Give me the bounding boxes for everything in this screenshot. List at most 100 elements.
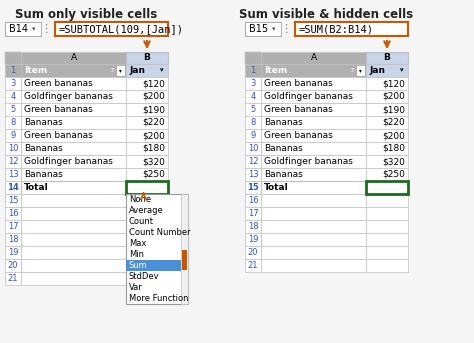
Bar bbox=[245, 181, 261, 194]
Text: Min: Min bbox=[129, 250, 144, 259]
Bar bbox=[261, 220, 366, 233]
Text: $250: $250 bbox=[142, 170, 165, 179]
Text: Bananas: Bananas bbox=[264, 144, 303, 153]
Text: B: B bbox=[383, 54, 391, 62]
Text: B14: B14 bbox=[9, 24, 28, 34]
Text: Green bananas: Green bananas bbox=[24, 105, 93, 114]
Text: $120: $120 bbox=[142, 79, 165, 88]
Bar bbox=[182, 250, 187, 270]
Bar bbox=[5, 207, 21, 220]
Bar bbox=[126, 207, 168, 220]
Text: B15: B15 bbox=[249, 24, 268, 34]
Bar bbox=[245, 233, 261, 246]
Bar bbox=[5, 52, 21, 64]
Bar bbox=[5, 194, 21, 207]
Bar bbox=[21, 168, 126, 181]
Bar bbox=[261, 129, 366, 142]
Bar bbox=[245, 246, 261, 259]
Text: 15: 15 bbox=[247, 183, 259, 192]
Text: Green bananas: Green bananas bbox=[264, 105, 333, 114]
Bar bbox=[126, 116, 168, 129]
Text: ▾: ▾ bbox=[272, 26, 276, 32]
Text: ▾: ▾ bbox=[119, 68, 122, 73]
Bar bbox=[366, 194, 408, 207]
Bar bbox=[5, 64, 21, 77]
Bar bbox=[5, 116, 21, 129]
Bar bbox=[366, 129, 408, 142]
Text: 9: 9 bbox=[10, 131, 16, 140]
Bar bbox=[126, 260, 181, 271]
Bar bbox=[5, 181, 21, 194]
Text: 19: 19 bbox=[248, 235, 258, 244]
Text: $320: $320 bbox=[142, 157, 165, 166]
Text: $1,680: $1,680 bbox=[130, 183, 165, 192]
Text: .T: .T bbox=[109, 68, 115, 73]
Bar bbox=[126, 181, 168, 194]
Text: Green bananas: Green bananas bbox=[24, 131, 93, 140]
Bar bbox=[366, 233, 408, 246]
Text: $200: $200 bbox=[142, 131, 165, 140]
Bar bbox=[5, 129, 21, 142]
Bar bbox=[126, 77, 168, 90]
Bar bbox=[116, 65, 125, 76]
Bar bbox=[261, 194, 366, 207]
Bar bbox=[261, 233, 366, 246]
Text: ▾: ▾ bbox=[400, 68, 404, 73]
Text: Green bananas: Green bananas bbox=[24, 79, 93, 88]
Text: $220: $220 bbox=[382, 118, 405, 127]
Text: $180: $180 bbox=[142, 144, 165, 153]
Text: Bananas: Bananas bbox=[264, 118, 303, 127]
Bar bbox=[245, 77, 261, 90]
Text: ⋮: ⋮ bbox=[40, 24, 52, 34]
Bar bbox=[21, 142, 126, 155]
Text: B: B bbox=[144, 54, 150, 62]
Text: Sum visible & hidden cells: Sum visible & hidden cells bbox=[239, 8, 413, 21]
Bar bbox=[181, 194, 188, 304]
Bar bbox=[366, 207, 408, 220]
Text: Sum only visible cells: Sum only visible cells bbox=[15, 8, 158, 21]
Text: ▾: ▾ bbox=[160, 68, 164, 73]
Text: A: A bbox=[310, 54, 317, 62]
Text: Goldfinger bananas: Goldfinger bananas bbox=[264, 92, 353, 101]
Bar bbox=[366, 116, 408, 129]
Text: Green bananas: Green bananas bbox=[264, 79, 333, 88]
Bar bbox=[21, 246, 126, 259]
Bar bbox=[245, 116, 261, 129]
Text: 8: 8 bbox=[10, 118, 16, 127]
Bar bbox=[245, 90, 261, 103]
Text: ⋮: ⋮ bbox=[281, 24, 292, 34]
Text: Item: Item bbox=[24, 66, 47, 75]
Text: $190: $190 bbox=[142, 105, 165, 114]
Bar bbox=[245, 168, 261, 181]
Bar bbox=[126, 52, 168, 64]
Text: 16: 16 bbox=[8, 209, 18, 218]
Polygon shape bbox=[245, 52, 261, 64]
Bar bbox=[21, 181, 126, 194]
Text: 14: 14 bbox=[7, 183, 19, 192]
Text: $180: $180 bbox=[382, 144, 405, 153]
Text: Count Number: Count Number bbox=[129, 228, 191, 237]
Text: Count: Count bbox=[129, 217, 154, 226]
Bar bbox=[5, 22, 41, 36]
Text: 1: 1 bbox=[10, 66, 16, 75]
Bar bbox=[366, 220, 408, 233]
Bar bbox=[5, 90, 21, 103]
Text: Var: Var bbox=[129, 283, 143, 292]
Bar bbox=[245, 194, 261, 207]
Text: 12: 12 bbox=[8, 157, 18, 166]
Bar bbox=[366, 168, 408, 181]
Bar bbox=[126, 194, 188, 304]
Text: 10: 10 bbox=[8, 144, 18, 153]
Bar bbox=[5, 155, 21, 168]
Bar bbox=[261, 64, 366, 77]
Bar bbox=[5, 246, 21, 259]
Text: Green bananas: Green bananas bbox=[264, 131, 333, 140]
Text: 12: 12 bbox=[248, 157, 258, 166]
Bar bbox=[21, 116, 126, 129]
Bar bbox=[21, 77, 126, 90]
Bar bbox=[366, 52, 408, 64]
Text: $200: $200 bbox=[382, 92, 405, 101]
Text: 10: 10 bbox=[248, 144, 258, 153]
Bar bbox=[245, 129, 261, 142]
Bar bbox=[261, 77, 366, 90]
